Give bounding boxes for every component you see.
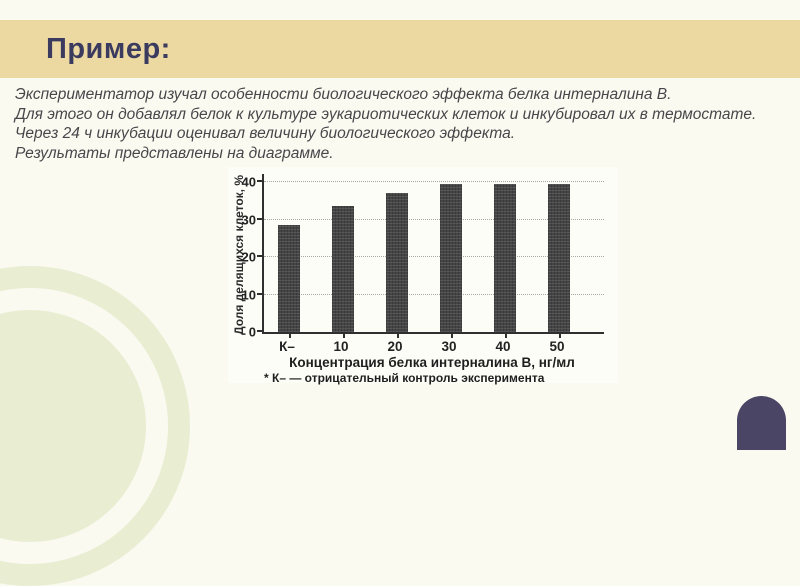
- bar: [548, 183, 570, 332]
- chart-footnote: * К– — отрицательный контроль эксперимен…: [264, 371, 545, 385]
- slide-title: Пример:: [46, 32, 171, 65]
- paragraph-line: Через 24 ч инкубации оценивал величину б…: [15, 125, 516, 142]
- paragraph-line: Результаты представлены на диаграмме.: [15, 144, 334, 162]
- x-tick-label: 50: [549, 339, 565, 354]
- x-tick-mark: [289, 334, 291, 338]
- x-axis-label: Концентрация белка интерналина В, нг/мл: [289, 355, 575, 370]
- x-axis-tick-labels: К– 10 20 30 40 50: [262, 339, 602, 355]
- x-tick-mark: [559, 334, 561, 338]
- y-axis-tick-labels: 0 10 20 30 40: [228, 174, 258, 340]
- bar-chart-image: Доля делящихся клеток, % 0 10 20 30 40 К– 10 2…: [228, 167, 618, 385]
- x-tick-mark: [451, 334, 453, 338]
- bar: [494, 183, 516, 332]
- x-tick-label: 30: [441, 339, 457, 354]
- x-tick-mark: [397, 334, 399, 338]
- gridline: [264, 256, 604, 257]
- corner-pill-decoration: [737, 396, 786, 450]
- y-tick-mark: [257, 180, 262, 182]
- x-tick-label: 10: [333, 339, 349, 354]
- x-tick-label: К–: [279, 339, 295, 354]
- x-tick-label: 20: [387, 339, 403, 354]
- x-tick-mark: [343, 334, 345, 338]
- gridline: [264, 218, 604, 220]
- y-tick-mark: [257, 255, 262, 257]
- x-tick-label: 40: [495, 339, 511, 354]
- bar: [278, 225, 300, 332]
- paragraph-line: Экспериментатор изучал особенности биоло…: [15, 86, 672, 103]
- y-tick-label: 10: [241, 287, 256, 302]
- y-tick-mark: [257, 330, 262, 332]
- y-tick-label: 0: [248, 324, 256, 340]
- header-band: Пример:: [0, 20, 800, 78]
- y-tick-label: 30: [241, 212, 256, 227]
- y-tick-label: 40: [241, 174, 256, 190]
- x-tick-mark: [505, 334, 507, 338]
- gridline: [264, 181, 604, 182]
- plot-area: [257, 174, 604, 338]
- y-tick-mark: [257, 217, 262, 220]
- bar: [386, 193, 408, 332]
- bar: [332, 206, 354, 332]
- y-tick-label: 20: [241, 249, 256, 265]
- paragraph-line: Для этого он добавлял белок к культуре э…: [15, 105, 757, 123]
- bar: [440, 183, 462, 332]
- gridline: [264, 293, 604, 295]
- body-paragraph: Экспериментатор изучал особенности биоло…: [15, 85, 775, 163]
- y-tick-mark: [257, 292, 262, 295]
